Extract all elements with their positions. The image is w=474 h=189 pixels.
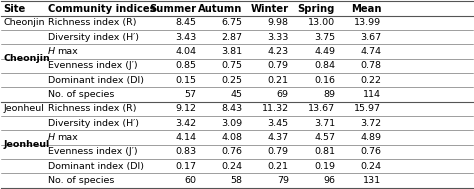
Text: 0.78: 0.78	[360, 61, 381, 70]
Text: H: H	[48, 133, 55, 142]
Text: 0.15: 0.15	[175, 76, 197, 85]
Text: 0.21: 0.21	[268, 76, 289, 85]
Text: Richness index (R): Richness index (R)	[48, 104, 137, 113]
Text: Dominant index (DI): Dominant index (DI)	[48, 162, 144, 171]
Text: No. of species: No. of species	[48, 176, 114, 185]
Text: Dominant index (DI): Dominant index (DI)	[48, 76, 144, 85]
Text: 4.49: 4.49	[314, 47, 335, 56]
Text: H: H	[48, 47, 55, 56]
Text: 0.75: 0.75	[222, 61, 243, 70]
Text: 8.45: 8.45	[175, 18, 197, 27]
Text: 0.24: 0.24	[360, 162, 381, 171]
Text: 45: 45	[231, 90, 243, 99]
Text: 79: 79	[277, 176, 289, 185]
Text: Diversity index (H′): Diversity index (H′)	[48, 33, 139, 42]
Text: 9.12: 9.12	[175, 104, 197, 113]
Text: 3.72: 3.72	[360, 119, 381, 128]
Text: 3.81: 3.81	[221, 47, 243, 56]
Text: 11.32: 11.32	[262, 104, 289, 113]
Text: 4.89: 4.89	[360, 133, 381, 142]
Text: Site: Site	[3, 4, 26, 14]
Text: 0.81: 0.81	[314, 147, 335, 156]
Text: Mean: Mean	[351, 4, 381, 14]
Text: 4.37: 4.37	[268, 133, 289, 142]
Text: Jeonheul: Jeonheul	[3, 140, 49, 149]
Text: 13.00: 13.00	[308, 18, 335, 27]
Text: 2.87: 2.87	[222, 33, 243, 42]
Text: 4.04: 4.04	[175, 47, 197, 56]
Text: 6.75: 6.75	[222, 18, 243, 27]
Text: 4.57: 4.57	[314, 133, 335, 142]
Text: 13.67: 13.67	[308, 104, 335, 113]
Text: 0.83: 0.83	[175, 147, 197, 156]
Text: 3.75: 3.75	[314, 33, 335, 42]
Text: 0.19: 0.19	[314, 162, 335, 171]
Text: max: max	[57, 133, 78, 142]
Text: Autumn: Autumn	[198, 4, 243, 14]
Text: 0.25: 0.25	[222, 76, 243, 85]
Text: 3.33: 3.33	[267, 33, 289, 42]
Text: 57: 57	[184, 90, 197, 99]
Text: Summer: Summer	[149, 4, 197, 14]
Text: Cheonjin: Cheonjin	[3, 18, 45, 27]
Text: 3.09: 3.09	[221, 119, 243, 128]
Text: 3.43: 3.43	[175, 33, 197, 42]
Text: 0.16: 0.16	[314, 76, 335, 85]
Text: 69: 69	[277, 90, 289, 99]
Text: No. of species: No. of species	[48, 90, 114, 99]
Text: Cheonjin: Cheonjin	[3, 54, 50, 63]
Text: Community indices: Community indices	[48, 4, 155, 14]
Text: 3.71: 3.71	[314, 119, 335, 128]
Text: Winter: Winter	[251, 4, 289, 14]
Text: Spring: Spring	[298, 4, 335, 14]
Text: 0.79: 0.79	[268, 147, 289, 156]
Text: 3.67: 3.67	[360, 33, 381, 42]
Text: 0.79: 0.79	[268, 61, 289, 70]
Text: 96: 96	[323, 176, 335, 185]
Text: 13.99: 13.99	[354, 18, 381, 27]
Text: 0.24: 0.24	[222, 162, 243, 171]
Text: 3.42: 3.42	[175, 119, 197, 128]
Text: Richness index (R): Richness index (R)	[48, 18, 137, 27]
Text: 0.85: 0.85	[175, 61, 197, 70]
Text: 0.76: 0.76	[222, 147, 243, 156]
Text: 9.98: 9.98	[268, 18, 289, 27]
Text: Evenness index (J′): Evenness index (J′)	[48, 147, 137, 156]
Text: 60: 60	[184, 176, 197, 185]
Text: 8.43: 8.43	[221, 104, 243, 113]
Text: 4.23: 4.23	[268, 47, 289, 56]
Text: 4.14: 4.14	[175, 133, 197, 142]
Text: 4.08: 4.08	[222, 133, 243, 142]
Text: max: max	[57, 47, 78, 56]
Text: Evenness index (J′): Evenness index (J′)	[48, 61, 137, 70]
Text: 58: 58	[231, 176, 243, 185]
Text: 0.22: 0.22	[360, 76, 381, 85]
Text: Jeonheul: Jeonheul	[3, 104, 44, 113]
Text: 3.45: 3.45	[268, 119, 289, 128]
Text: 0.21: 0.21	[268, 162, 289, 171]
Text: 89: 89	[323, 90, 335, 99]
Text: 0.84: 0.84	[314, 61, 335, 70]
Text: 0.17: 0.17	[175, 162, 197, 171]
Text: 131: 131	[363, 176, 381, 185]
Text: 0.76: 0.76	[360, 147, 381, 156]
Text: 4.74: 4.74	[360, 47, 381, 56]
Text: Diversity index (H′): Diversity index (H′)	[48, 119, 139, 128]
Text: 114: 114	[363, 90, 381, 99]
Text: 15.97: 15.97	[354, 104, 381, 113]
